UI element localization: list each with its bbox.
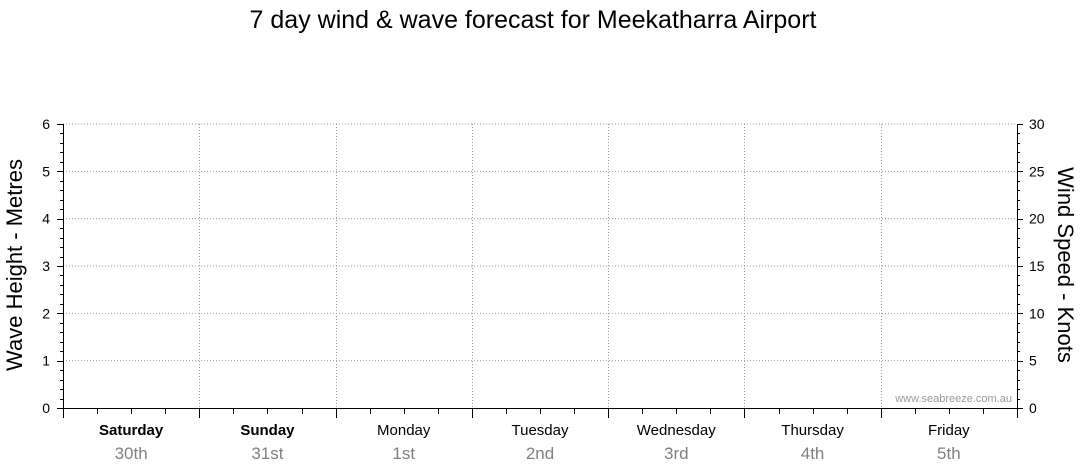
right-tick-label: 5 [1029,353,1037,369]
day-name-label: Wednesday [637,422,716,439]
day-date-label: 4th [801,444,825,463]
left-tick-label: 3 [42,258,50,274]
left-tick-label: 0 [42,400,50,416]
day-date-label: 2nd [526,444,554,463]
day-date-label: 5th [937,444,961,463]
right-tick-label: 30 [1029,116,1045,132]
day-name-label: Saturday [99,422,164,439]
day-name-label: Thursday [781,422,844,439]
right-tick-label: 20 [1029,211,1045,227]
day-name-label: Tuesday [512,422,569,439]
right-tick-label: 25 [1029,163,1045,179]
right-tick-label: 15 [1029,258,1045,274]
watermark-text: www.seabreeze.com.au [894,393,1012,405]
day-date-label: 31st [251,444,283,463]
left-axis-ticks: 0 1 2 3 4 5 6 [42,116,63,416]
day-name-label: Friday [928,422,970,439]
right-axis-ticks: 0 5 10 15 20 25 30 [1017,116,1045,416]
day-date-label: 30th [115,444,148,463]
day-date-label: 1st [392,444,415,463]
day-name-label: Monday [377,422,431,439]
right-axis-title: Wind Speed - Knots [1053,167,1078,363]
day-date-label: 3rd [664,444,689,463]
right-tick-label: 10 [1029,305,1045,321]
left-axis-title: Wave Height - Metres [2,159,27,371]
chart-axes [63,124,1018,418]
chart-title: 7 day wind & wave forecast for Meekathar… [250,6,817,34]
left-tick-label: 2 [42,305,50,321]
right-tick-label: 0 [1029,400,1037,416]
left-tick-label: 1 [42,353,50,369]
day-labels: Saturday 30th Sunday 31st Monday 1st Tuesday 2n… [99,422,970,463]
day-name-label: Sunday [240,422,295,439]
left-tick-label: 5 [42,163,50,179]
chart-grid [63,123,1017,408]
left-tick-label: 4 [42,211,50,227]
left-tick-label: 6 [42,116,50,132]
